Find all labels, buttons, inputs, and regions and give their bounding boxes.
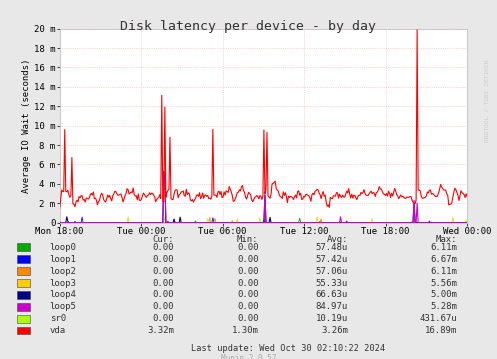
Text: 55.33u: 55.33u <box>316 279 348 288</box>
Text: 16.89m: 16.89m <box>425 326 457 335</box>
Text: loop0: loop0 <box>50 243 77 252</box>
Text: 3.32m: 3.32m <box>147 326 174 335</box>
Text: sr0: sr0 <box>50 314 66 323</box>
Text: 6.11m: 6.11m <box>430 267 457 276</box>
Bar <box>17 279 30 287</box>
Text: 10.19u: 10.19u <box>316 314 348 323</box>
Bar <box>17 255 30 263</box>
Text: 3.26m: 3.26m <box>321 326 348 335</box>
Text: loop5: loop5 <box>50 302 77 311</box>
Text: 0.00: 0.00 <box>237 279 258 288</box>
Text: 0.00: 0.00 <box>153 302 174 311</box>
Text: Max:: Max: <box>436 236 457 244</box>
Text: 0.00: 0.00 <box>153 279 174 288</box>
Text: 57.48u: 57.48u <box>316 243 348 252</box>
Text: 84.97u: 84.97u <box>316 302 348 311</box>
Text: 0.00: 0.00 <box>153 255 174 264</box>
Bar <box>17 291 30 299</box>
Text: 0.00: 0.00 <box>237 290 258 299</box>
Text: 66.63u: 66.63u <box>316 290 348 299</box>
Text: loop3: loop3 <box>50 279 77 288</box>
Text: 57.42u: 57.42u <box>316 255 348 264</box>
Text: 6.11m: 6.11m <box>430 243 457 252</box>
Bar <box>17 267 30 275</box>
Text: 5.28m: 5.28m <box>430 302 457 311</box>
Text: 0.00: 0.00 <box>153 267 174 276</box>
Text: 5.56m: 5.56m <box>430 279 457 288</box>
Text: 1.30m: 1.30m <box>232 326 258 335</box>
Text: Cur:: Cur: <box>153 236 174 244</box>
Text: loop2: loop2 <box>50 267 77 276</box>
Text: Avg:: Avg: <box>327 236 348 244</box>
Text: 0.00: 0.00 <box>153 290 174 299</box>
Text: Disk latency per device - by day: Disk latency per device - by day <box>120 20 377 33</box>
Bar <box>17 315 30 322</box>
Text: loop1: loop1 <box>50 255 77 264</box>
Text: 5.00m: 5.00m <box>430 290 457 299</box>
Text: Min:: Min: <box>237 236 258 244</box>
Text: 6.67m: 6.67m <box>430 255 457 264</box>
Bar <box>17 243 30 251</box>
Text: Munin 2.0.57: Munin 2.0.57 <box>221 354 276 359</box>
Text: 0.00: 0.00 <box>237 255 258 264</box>
Text: 431.67u: 431.67u <box>419 314 457 323</box>
Text: vda: vda <box>50 326 66 335</box>
Text: 57.06u: 57.06u <box>316 267 348 276</box>
Text: 0.00: 0.00 <box>237 314 258 323</box>
Text: loop4: loop4 <box>50 290 77 299</box>
Text: 0.00: 0.00 <box>237 243 258 252</box>
Text: 0.00: 0.00 <box>237 302 258 311</box>
Text: 0.00: 0.00 <box>153 314 174 323</box>
Bar <box>17 303 30 311</box>
Text: RRDTOOL / TOBI OETIKER: RRDTOOL / TOBI OETIKER <box>485 59 490 142</box>
Bar <box>17 327 30 335</box>
Text: Last update: Wed Oct 30 02:10:22 2024: Last update: Wed Oct 30 02:10:22 2024 <box>191 344 385 353</box>
Text: 0.00: 0.00 <box>153 243 174 252</box>
Text: 0.00: 0.00 <box>237 267 258 276</box>
Y-axis label: Average IO Wait (seconds): Average IO Wait (seconds) <box>22 59 31 193</box>
